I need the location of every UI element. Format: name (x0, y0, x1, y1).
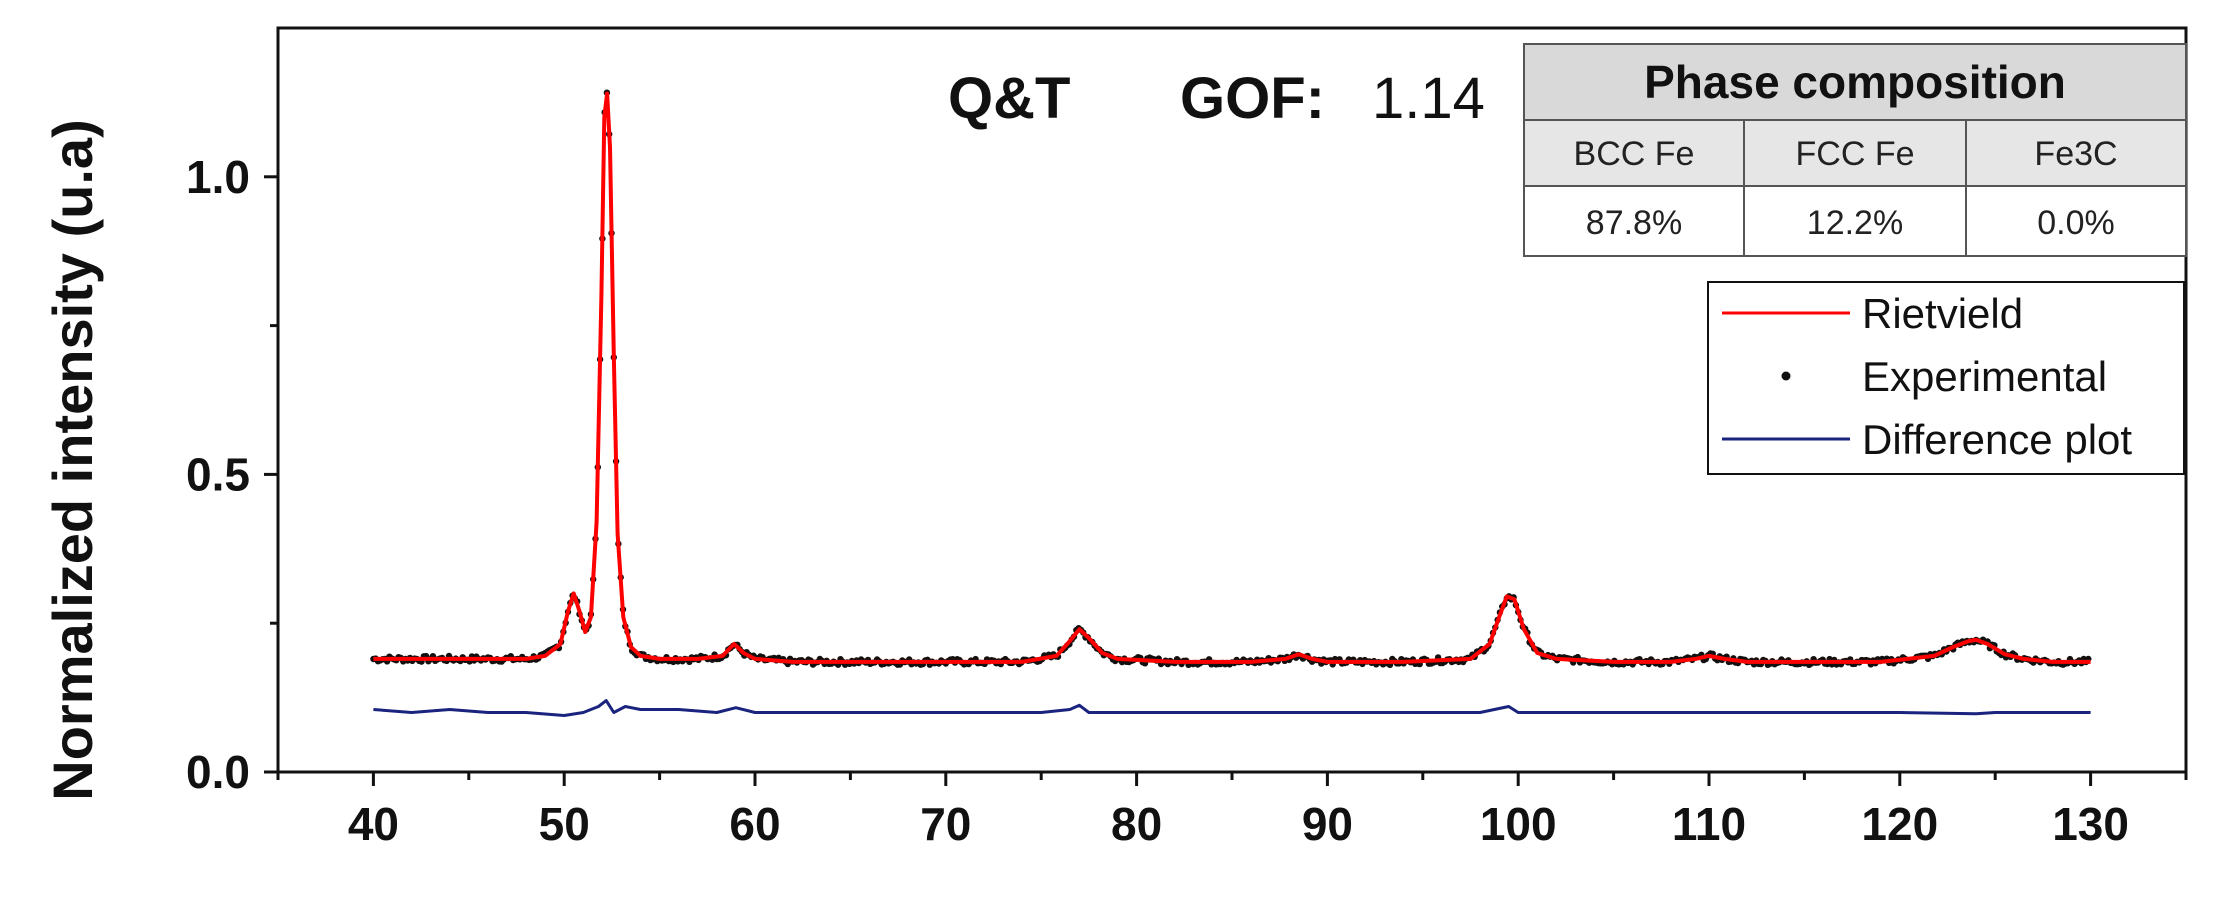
x-tick-label: 130 (2052, 798, 2129, 850)
sample-label: Q&T (948, 66, 1070, 131)
table-value-fe3c: 0.0% (2037, 204, 2115, 242)
y-tick-label: 0.5 (186, 448, 250, 500)
table-header-fcc: FCC Fe (1796, 135, 1915, 173)
y-tick-label: 1.0 (186, 151, 250, 203)
gof-value: 1.14 (1372, 66, 1485, 131)
x-tick-label: 80 (1111, 798, 1162, 850)
table-value-bcc: 87.8% (1586, 204, 1682, 242)
gof-label: GOF: (1180, 66, 1325, 131)
table-title: Phase composition (1644, 56, 2066, 108)
x-tick-label: 90 (1302, 798, 1353, 850)
x-tick-label: 120 (1861, 798, 1938, 850)
table-values-bg (1523, 185, 2187, 257)
table-header-fe3c: Fe3C (2034, 135, 2117, 173)
series-layer (370, 89, 2092, 717)
y-axis-label: Normalized intensity (u.a) (41, 119, 104, 800)
legend-label-difference: Difference plot (1862, 416, 2132, 463)
series-rietvield (373, 91, 2091, 664)
table-value-fcc: 12.2% (1807, 204, 1903, 242)
x-tick-label: 40 (348, 798, 399, 850)
legend: Rietvield Experimental Difference plot (1707, 281, 2185, 475)
x-tick-label: 70 (920, 798, 971, 850)
series-difference-plot (373, 699, 2091, 717)
y-tick-label: 0.0 (186, 746, 250, 798)
phase-composition-table: Phase composition BCC Fe FCC Fe Fe3C 87.… (1523, 43, 2187, 257)
x-tick-label: 100 (1480, 798, 1557, 850)
x-tick-label: 110 (1672, 798, 1746, 850)
legend-swatch-experimental (1781, 371, 1791, 381)
table-header-bcc: BCC Fe (1574, 135, 1695, 173)
table-title-bg (1523, 43, 2187, 121)
legend-label-rietvield: Rietvield (1862, 290, 2023, 337)
x-tick-label: 50 (539, 798, 590, 850)
x-tick-label: 60 (729, 798, 780, 850)
axis-ticks: 40 50 60 70 80 90 100 110 120 130 0.0 0.5 1.0 (186, 151, 2188, 850)
legend-label-experimental: Experimental (1862, 353, 2107, 400)
